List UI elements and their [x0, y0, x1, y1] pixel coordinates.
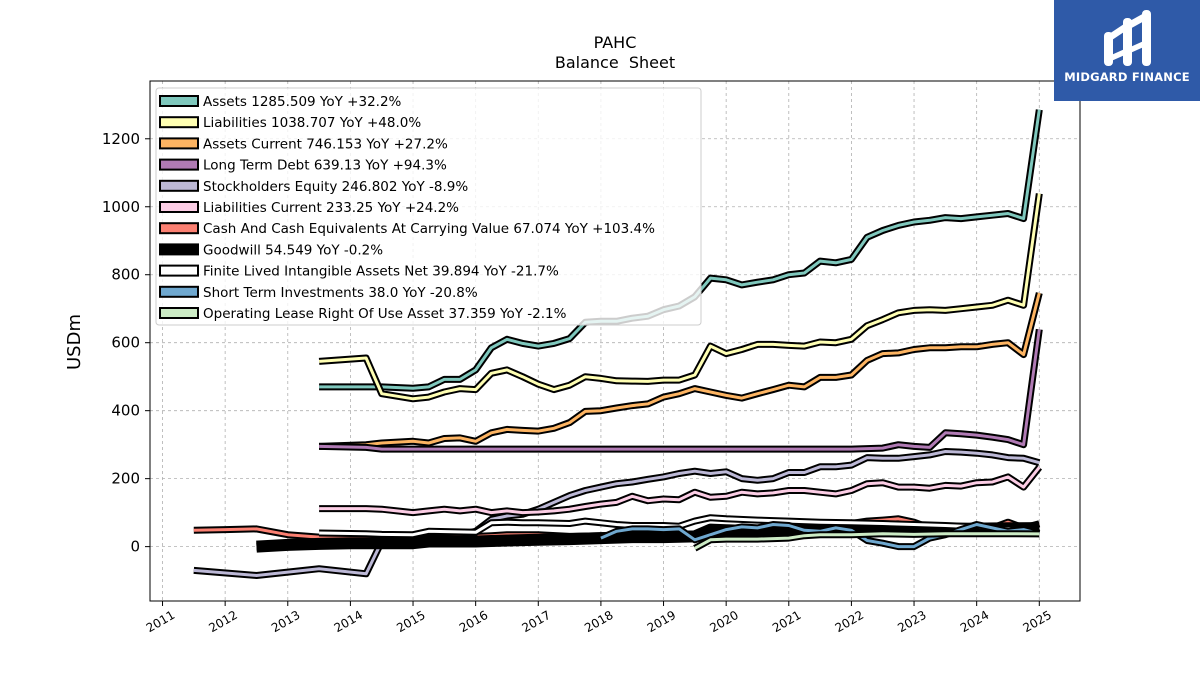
x-tick-label: 2014: [332, 608, 365, 635]
x-tick-label: 2011: [144, 608, 177, 635]
x-tick-label: 2016: [457, 608, 490, 635]
legend-swatch: [159, 201, 199, 213]
legend-swatch: [159, 158, 199, 171]
legend-entry: Liabilities Current 233.25 YoY +24.2%: [159, 200, 459, 216]
legend-label: Liabilities 1038.707 YoY +48.0%: [203, 115, 421, 131]
series-line: [256, 524, 1040, 551]
x-axis-ticks: 2011 2012 2013 2014 2015 2016 2017 2018 2019 2020…: [144, 601, 1054, 635]
series-line: [319, 329, 1041, 451]
series-line: [319, 292, 1041, 448]
x-tick-label: 2025: [1021, 608, 1054, 635]
series-line: [319, 109, 1041, 390]
x-tick-label: 2022: [833, 608, 866, 635]
series-line: [319, 466, 1041, 515]
x-tick-label: 2023: [895, 608, 928, 635]
legend-label: Goodwill 54.549 YoY -0.2%: [203, 242, 383, 258]
x-tick-label: 2013: [269, 608, 302, 635]
y-axis-ticks: 0 200 400 600 800 1000 1200: [102, 130, 150, 556]
series-liabilities: [318, 193, 1043, 403]
legend-swatch: [159, 285, 199, 298]
legend-swatch: [159, 137, 199, 150]
brand-name: MIDGARD FINANCE: [1064, 70, 1190, 84]
series-assets-current: [318, 292, 1043, 450]
x-tick-label: 2015: [394, 608, 427, 635]
x-tick-label: 2018: [582, 608, 615, 635]
legend-entry: Finite Lived Intangible Assets Net 39.89…: [159, 264, 559, 280]
legend-swatch: [159, 307, 199, 319]
legend-entry: Operating Lease Right Of Use Asset 37.35…: [159, 306, 567, 322]
y-axis-label: USDm: [64, 314, 85, 370]
chart-subtitle: Balance Sheet: [555, 53, 675, 72]
series-finite-lived-intangible-assets-net: [319, 514, 1041, 539]
legend-box: [155, 87, 702, 326]
series-line: [193, 450, 1040, 577]
legend-swatch: [159, 222, 199, 235]
legend-swatch: [159, 95, 199, 107]
y-tick-label: 1200: [102, 130, 140, 148]
legend-swatch: [159, 243, 199, 256]
y-tick-label: 800: [111, 266, 140, 284]
series-assets: [319, 109, 1043, 392]
x-tick-label: 2024: [958, 608, 991, 635]
legend-swatch: [159, 264, 199, 277]
legend-label: Short Term Investments 38.0 YoY -20.8%: [203, 285, 478, 301]
legend-label: Cash And Cash Equivalents At Carrying Va…: [203, 221, 655, 237]
legend-label: Liabilities Current 233.25 YoY +24.2%: [203, 200, 459, 216]
y-tick-label: 400: [111, 402, 140, 420]
series-stockholders-equity: [193, 448, 1041, 579]
legend-swatch: [159, 179, 199, 192]
y-tick-label: 200: [111, 470, 140, 488]
legend-label: Stockholders Equity 246.802 YoY -8.9%: [203, 179, 468, 195]
legend-label: Finite Lived Intangible Assets Net 39.89…: [203, 264, 559, 280]
series-line: [318, 193, 1041, 401]
series-line: [694, 532, 1040, 550]
plot-frame: [149, 80, 1081, 602]
series-operating-lease-right-of-use-asset: [693, 530, 1040, 552]
x-tick-label: 2012: [206, 608, 239, 635]
legend-entry: Stockholders Equity 246.802 YoY -8.9%: [159, 179, 468, 195]
legend-label: Operating Lease Right Of Use Asset 37.35…: [203, 306, 567, 322]
legend-entry: Cash And Cash Equivalents At Carrying Va…: [159, 221, 655, 237]
legend-label: Assets Current 746.153 YoY +27.2%: [203, 136, 448, 152]
legend-entry: Long Term Debt 639.13 YoY +94.3%: [159, 158, 447, 174]
legend-entry: Liabilities 1038.707 YoY +48.0%: [159, 115, 421, 131]
series-outline: [193, 448, 1041, 579]
x-tick-label: 2020: [707, 608, 740, 635]
x-tick-label: 2017: [520, 608, 553, 635]
brand-logo-icon: [1104, 10, 1151, 66]
brand-logo: MIDGARD FINANCE: [1054, 0, 1200, 101]
y-tick-label: 0: [130, 538, 140, 556]
series-goodwill: [256, 522, 1040, 553]
series-long-term-debt: [319, 328, 1043, 453]
series-lines: [193, 109, 1043, 579]
legend-entry: Assets 1285.509 YoY +32.2%: [159, 94, 402, 110]
x-tick-label: 2019: [645, 608, 678, 635]
legend: Assets 1285.509 YoY +32.2% Liabilities 10…: [155, 87, 702, 326]
legend-swatch: [159, 116, 199, 129]
legend-label: Assets 1285.509 YoY +32.2%: [203, 94, 402, 110]
series-line: [319, 516, 1040, 537]
y-tick-label: 1000: [102, 198, 140, 216]
legend-entry: Short Term Investments 38.0 YoY -20.8%: [159, 285, 478, 301]
x-tick-label: 2021: [770, 608, 803, 635]
chart-title: PAHC: [594, 33, 637, 52]
legend-entry: Assets Current 746.153 YoY +27.2%: [159, 136, 448, 152]
y-tick-label: 600: [111, 334, 140, 352]
legend-entry: Goodwill 54.549 YoY -0.2%: [159, 242, 383, 258]
series-liabilities-current: [319, 465, 1043, 517]
legend-label: Long Term Debt 639.13 YoY +94.3%: [203, 158, 447, 174]
